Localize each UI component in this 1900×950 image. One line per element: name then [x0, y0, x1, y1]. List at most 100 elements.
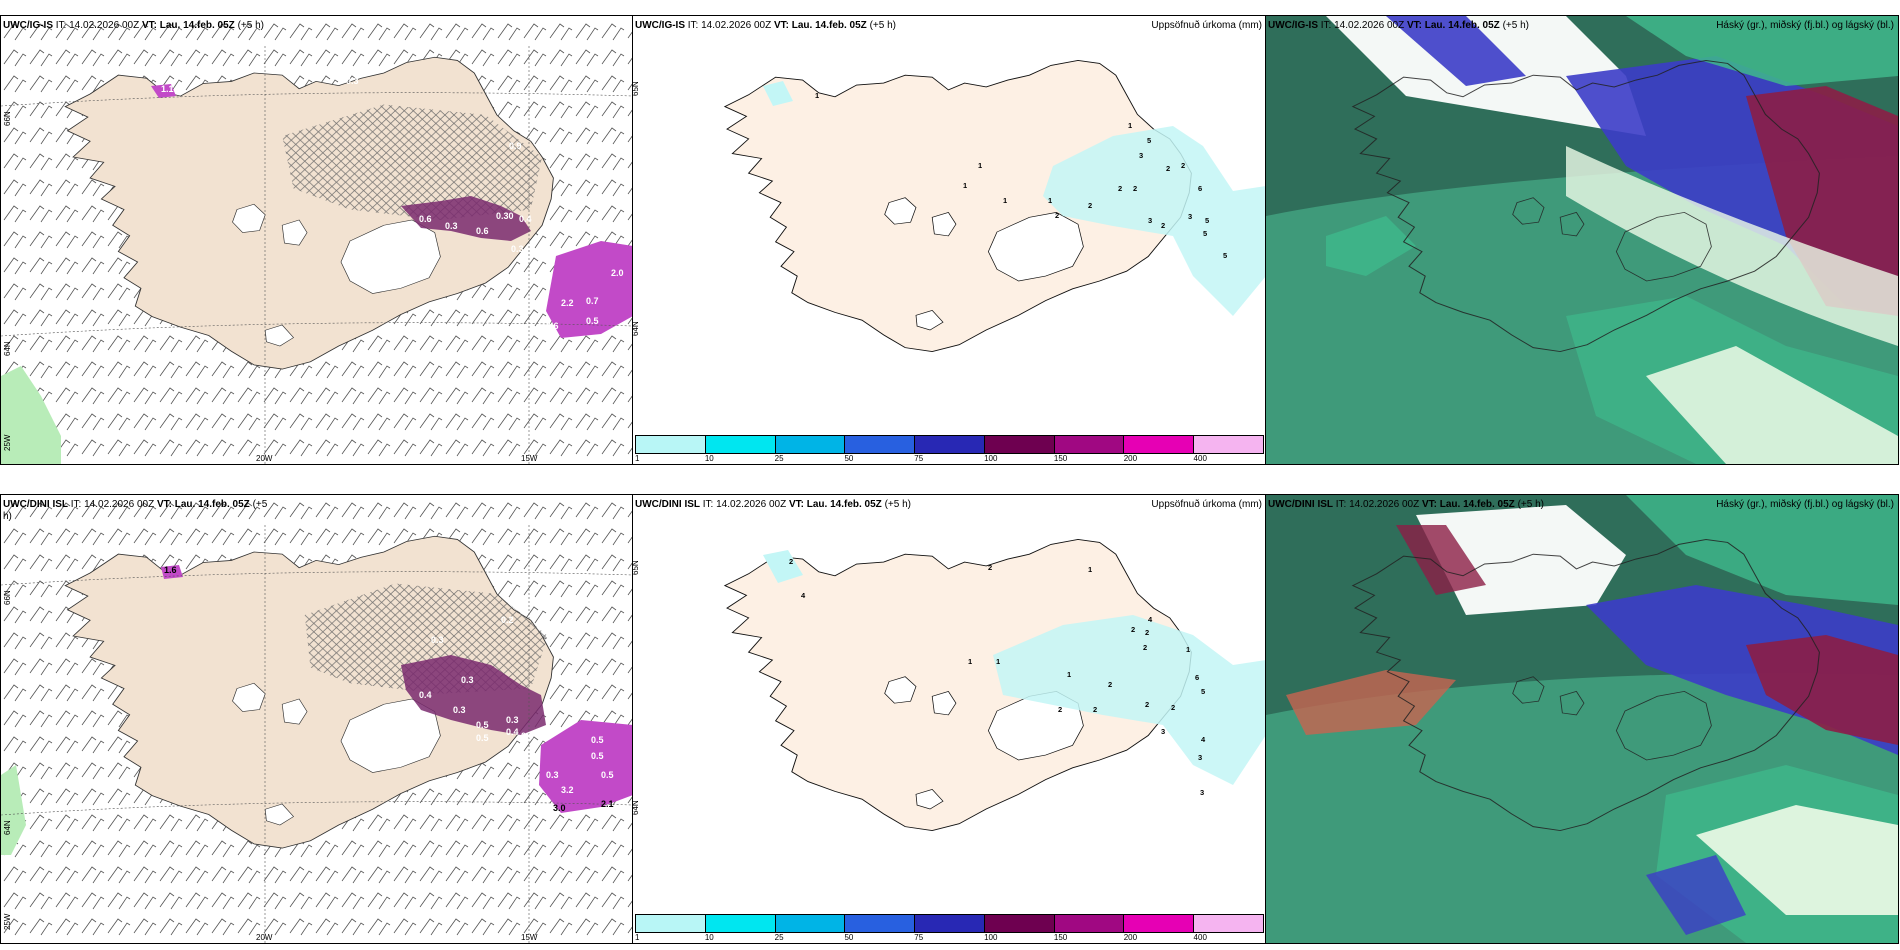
- field-title: Háský (gr.), miðský (fj.bl.) og lágský (…: [1716, 499, 1894, 510]
- lon-label-20w: 20W: [256, 454, 273, 463]
- precip-colorbar: [635, 914, 1264, 933]
- precip-value: 0.6: [521, 731, 534, 741]
- field-title: Uppsöfnuð úrkoma (mm): [1151, 499, 1262, 510]
- precip-value: 3: [1200, 788, 1205, 797]
- precip-value: 1: [815, 91, 820, 100]
- colorbar-bin: [984, 915, 1055, 932]
- panel-wind-precip-igis: UWC/IG-IS IT: 14.02.2026 00Z VT: Lau. 14…: [0, 15, 634, 465]
- precip-value: 1: [996, 657, 1001, 666]
- init-time: IT: 14.02.2026 00Z: [702, 499, 787, 510]
- colorbar-bin: [984, 436, 1055, 453]
- precip-value: 0.5: [476, 733, 489, 743]
- init-time: IT: 14.02.2026 00Z: [1320, 20, 1405, 31]
- precip-value: 0.4: [519, 214, 532, 224]
- precip-value: 1: [1186, 645, 1191, 654]
- colorbar-tick: 10: [704, 454, 714, 463]
- panel-header: UWC/IG-IS IT: 14.02.2026 00Z VT: Lau. 14…: [635, 20, 896, 31]
- precip-value: 3: [1188, 212, 1193, 221]
- precip-value: 0.5: [586, 316, 599, 326]
- precip-value: 6: [1198, 184, 1203, 193]
- precip-value: 2.2: [561, 298, 574, 308]
- lon-label-15w: 15W: [521, 454, 538, 463]
- colorbar-tick: 25: [774, 933, 784, 942]
- precip-value: 0.3: [346, 76, 359, 86]
- precip-value: 4: [801, 591, 806, 600]
- lat-label-65n: 65N: [632, 81, 640, 96]
- colorbar-bin: [845, 915, 916, 932]
- colorbar-bin: [1124, 915, 1195, 932]
- panel-header: UWC/IG-IS IT: 14.02.2026 00Z VT: Lau. 14…: [3, 20, 264, 31]
- lon-label-15w: 15W: [521, 933, 538, 942]
- precip-value: 2: [1108, 680, 1113, 689]
- colorbar-tick: 1: [635, 454, 640, 463]
- precip-value: 2: [1088, 201, 1093, 210]
- precip-value: 0.3: [511, 244, 524, 254]
- precip-value: 2: [1166, 164, 1171, 173]
- colorbar-tick: 1: [635, 933, 640, 942]
- precip-value: 2: [1133, 184, 1138, 193]
- colorbar-tick: 25: [774, 454, 784, 463]
- precip-value: 0.5: [591, 735, 604, 745]
- valid-label: VT:: [141, 20, 157, 31]
- valid-label: VT:: [1421, 499, 1437, 510]
- panel-accumulated-precip-dini: UWC/DINI ISL IT: 14.02.2026 00Z VT: Lau.…: [632, 494, 1267, 944]
- panel-accumulated-precip-igis: UWC/IG-IS IT: 14.02.2026 00Z VT: Lau. 14…: [632, 15, 1267, 465]
- lon-label-25w: 25W: [3, 434, 12, 451]
- precip-value: 2: [789, 557, 794, 566]
- colorbar-bin: [1054, 915, 1125, 932]
- colorbar-tick: 10: [704, 933, 714, 942]
- precip-value: 1: [1048, 196, 1053, 205]
- init-time: IT: 14.02.2026 00Z: [1335, 499, 1420, 510]
- panel-wind-precip-dini: UWC/DINI ISL IT: 14.02.2026 00Z VT: Lau.…: [0, 494, 634, 944]
- colorbar-tick: 75: [914, 933, 924, 942]
- valid-time: Lau. 14.feb. 05Z: [806, 499, 882, 510]
- valid-label: VT:: [156, 499, 172, 510]
- valid-time: Lau. 14.feb. 05Z: [1424, 20, 1500, 31]
- precip-value: 2: [1161, 221, 1166, 230]
- colorbar-bin: [1194, 915, 1264, 932]
- lat-label-64n: 64N: [632, 800, 640, 815]
- valid-label: VT:: [1406, 20, 1422, 31]
- precip-value: 0.5: [476, 720, 489, 730]
- precip-value: 4: [1148, 615, 1153, 624]
- precip-value: 2: [1058, 705, 1063, 714]
- model-name: UWC/IG-IS: [1268, 20, 1318, 31]
- colorbar-tick: 75: [914, 454, 924, 463]
- precip-value: 0.2: [409, 713, 422, 723]
- model-name: UWC/DINI ISL: [635, 499, 700, 510]
- precip-value: 0.3: [431, 635, 444, 645]
- map-clouds: [1266, 16, 1898, 464]
- precip-value: 2.0: [611, 268, 624, 278]
- model-name: UWC/IG-IS: [635, 20, 685, 31]
- colorbar-bin: [775, 915, 846, 932]
- colorbar-bin: [705, 915, 776, 932]
- colorbar-tick: 100: [984, 454, 998, 463]
- precip-value: 2: [1055, 211, 1060, 220]
- colorbar-ticks: 1 10 25 50 75 100 150 200 400: [635, 933, 1264, 943]
- init-time: IT: 14.02.2026 00Z: [55, 20, 140, 31]
- precip-value: 3.2: [561, 785, 574, 795]
- lead-time: (+5: [252, 499, 268, 510]
- model-name: UWC/DINI ISL: [3, 499, 68, 510]
- precip-value: 2: [1145, 628, 1150, 637]
- lat-label-64n: 64N: [3, 820, 12, 835]
- map-accumulated-precip: [633, 495, 1266, 943]
- panel-header: UWC/DINI ISL IT: 14.02.2026 00Z VT: Lau.…: [3, 499, 267, 510]
- precip-value: 5: [1147, 136, 1152, 145]
- valid-time: Lau. 14.feb. 05Z: [174, 499, 250, 510]
- lead-time: (+5 h): [1502, 20, 1529, 31]
- precip-value: 0.4: [506, 727, 519, 737]
- colorbar-bin: [636, 915, 706, 932]
- colorbar-bin: [775, 436, 846, 453]
- field-title: Háský (gr.), miðský (fj.bl.) og lágský (…: [1716, 20, 1894, 31]
- lead-time: (+5 h): [869, 20, 896, 31]
- colorbar-bin: [1124, 436, 1195, 453]
- valid-label: VT:: [788, 499, 804, 510]
- precip-value: 0.6: [476, 226, 489, 236]
- colorbar-bin: [1054, 436, 1125, 453]
- precip-value: 1: [978, 161, 983, 170]
- precip-value: 0.7: [541, 226, 554, 236]
- precip-value: 0.30: [496, 211, 514, 221]
- colorbar-tick: 200: [1123, 933, 1138, 942]
- colorbar-tick: 400: [1193, 933, 1207, 942]
